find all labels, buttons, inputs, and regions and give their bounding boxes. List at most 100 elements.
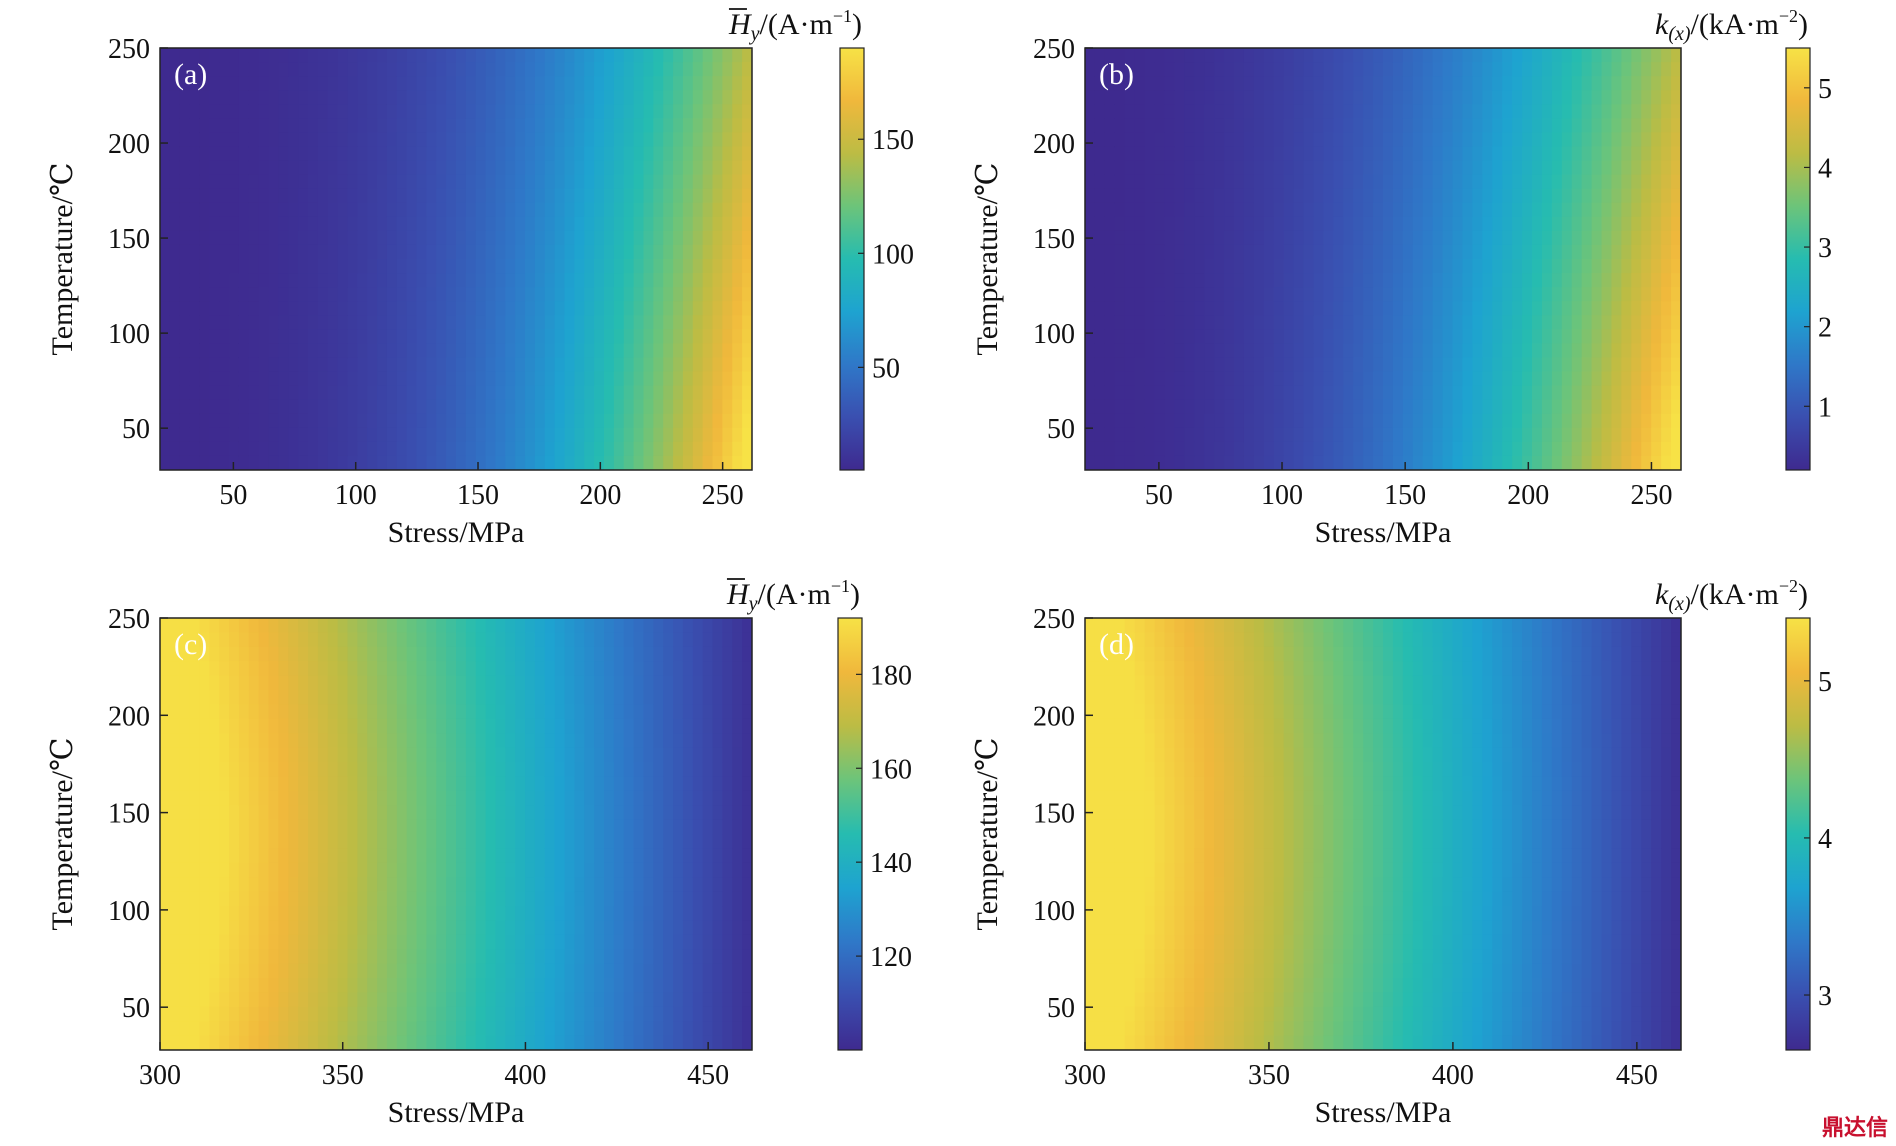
heatmap-cell [1134, 76, 1146, 91]
heatmap-cell [1144, 48, 1156, 63]
heatmap-cell [623, 230, 635, 246]
heatmap-cell [357, 934, 368, 950]
heatmap-cell [1502, 76, 1513, 91]
heatmap-cell [357, 399, 368, 415]
heatmap-cell [436, 776, 447, 792]
heatmap-cell [386, 675, 398, 691]
heatmap-cell [386, 146, 398, 162]
heatmap-cell [347, 704, 358, 720]
heatmap-cell [377, 978, 388, 993]
heatmap-cell [1482, 441, 1493, 457]
heatmap-cell [1561, 343, 1573, 359]
heatmap-cell [1631, 259, 1642, 274]
heatmap-cell [1422, 76, 1434, 91]
heatmap-cell [327, 934, 339, 950]
heatmap-cell [1571, 132, 1583, 148]
heatmap-cell [426, 747, 437, 763]
heatmap-cell [1174, 62, 1185, 77]
heatmap-cell [1512, 315, 1523, 330]
heatmap-cell [327, 675, 339, 691]
heatmap-cell [1114, 399, 1126, 415]
heatmap-cell [268, 762, 279, 777]
heatmap-cell [386, 132, 398, 148]
heatmap-cell [396, 819, 408, 835]
panel-label: (a) [174, 58, 207, 91]
heatmap-cell [446, 216, 457, 232]
heatmap-cell [495, 216, 506, 232]
heatmap-cell [505, 441, 516, 457]
heatmap-cell [160, 790, 171, 806]
heatmap-cell [643, 413, 654, 429]
heatmap-cell [337, 862, 349, 878]
heatmap-cell [406, 704, 418, 720]
heatmap-cell [475, 216, 487, 232]
heatmap-cell [495, 790, 506, 806]
heatmap-cell [189, 733, 201, 749]
heatmap-cell [1532, 343, 1543, 359]
heatmap-cell [1293, 329, 1305, 344]
heatmap-cell [623, 146, 635, 162]
heatmap-cell [633, 188, 645, 204]
heatmap-cell [258, 174, 270, 190]
heatmap-cell [1293, 202, 1305, 218]
heatmap-cell [485, 301, 497, 316]
heatmap-cell [465, 790, 477, 806]
heatmap-cell [1432, 62, 1444, 77]
heatmap-cell [1611, 343, 1622, 359]
heatmap-cell [525, 413, 536, 429]
heatmap-cell [426, 733, 437, 749]
heatmap-cell [160, 287, 171, 302]
heatmap-cell [1273, 216, 1285, 232]
heatmap-cell [189, 848, 201, 864]
heatmap-cell [1541, 48, 1553, 63]
heatmap-cell [1164, 216, 1175, 232]
heatmap-cell [613, 188, 625, 204]
heatmap-cell [169, 413, 181, 429]
heatmap-cell [406, 848, 418, 864]
heatmap-cell [386, 62, 398, 77]
heatmap-cell [465, 146, 477, 162]
heatmap-cell [189, 704, 201, 720]
heatmap-cell [436, 132, 447, 148]
heatmap-cell [1154, 273, 1166, 288]
heatmap-cell [623, 259, 635, 274]
heatmap-cell [229, 90, 240, 105]
heatmap-cell [337, 76, 349, 91]
heatmap-cell [515, 776, 526, 792]
heatmap-cell [1383, 315, 1394, 330]
heatmap-cell [1651, 287, 1662, 302]
heatmap-cell [1303, 413, 1315, 429]
heatmap-cell [505, 862, 516, 878]
heatmap-cell [416, 385, 427, 401]
heatmap-cell [1472, 202, 1483, 218]
heatmap-cell [1601, 216, 1613, 232]
heatmap-cell [1094, 202, 1106, 218]
heatmap-cell [1164, 146, 1175, 162]
heatmap-cell [1561, 301, 1573, 316]
heatmap-cell [268, 704, 279, 720]
heatmap-cell [485, 877, 497, 893]
heatmap-cell [377, 216, 388, 232]
heatmap-cell [357, 132, 368, 148]
heatmap-cell [1323, 132, 1334, 148]
heatmap-cell [1611, 259, 1622, 274]
heatmap-cell [1492, 188, 1503, 204]
heatmap-cell [712, 160, 723, 176]
heatmap-cell [357, 848, 368, 864]
heatmap-cell [1293, 104, 1305, 119]
heatmap-cell [1253, 427, 1265, 443]
heatmap-cell [604, 202, 615, 218]
heatmap-cell [564, 76, 575, 91]
heatmap-cell [406, 661, 418, 677]
heatmap-cell [169, 949, 181, 965]
heatmap-cell [1571, 413, 1583, 429]
heatmap-cell [1581, 90, 1593, 105]
heatmap-cell [475, 1035, 487, 1050]
heatmap-cell [515, 646, 526, 662]
heatmap-cell [702, 385, 714, 401]
heatmap-cell [1273, 371, 1285, 387]
heatmap-cell [1214, 174, 1225, 190]
heatmap-cell [308, 934, 319, 950]
heatmap-cell [199, 949, 210, 965]
heatmap-cell [564, 315, 575, 330]
